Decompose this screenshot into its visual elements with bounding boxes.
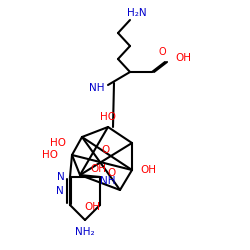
- Text: NH: NH: [100, 176, 116, 186]
- Text: HO: HO: [50, 138, 66, 148]
- Text: HO: HO: [42, 150, 58, 160]
- Text: NH₂: NH₂: [75, 227, 95, 237]
- Text: N: N: [57, 172, 65, 182]
- Text: O: O: [101, 145, 109, 155]
- Text: HO: HO: [100, 112, 116, 122]
- Text: O: O: [108, 168, 116, 178]
- Text: OH: OH: [140, 165, 156, 175]
- Text: NH: NH: [88, 83, 104, 93]
- Text: OH: OH: [175, 53, 191, 63]
- Text: N: N: [56, 186, 64, 196]
- Text: H₂N: H₂N: [127, 8, 147, 18]
- Text: OH: OH: [84, 202, 100, 212]
- Text: O: O: [158, 47, 166, 57]
- Text: OH: OH: [90, 164, 106, 174]
